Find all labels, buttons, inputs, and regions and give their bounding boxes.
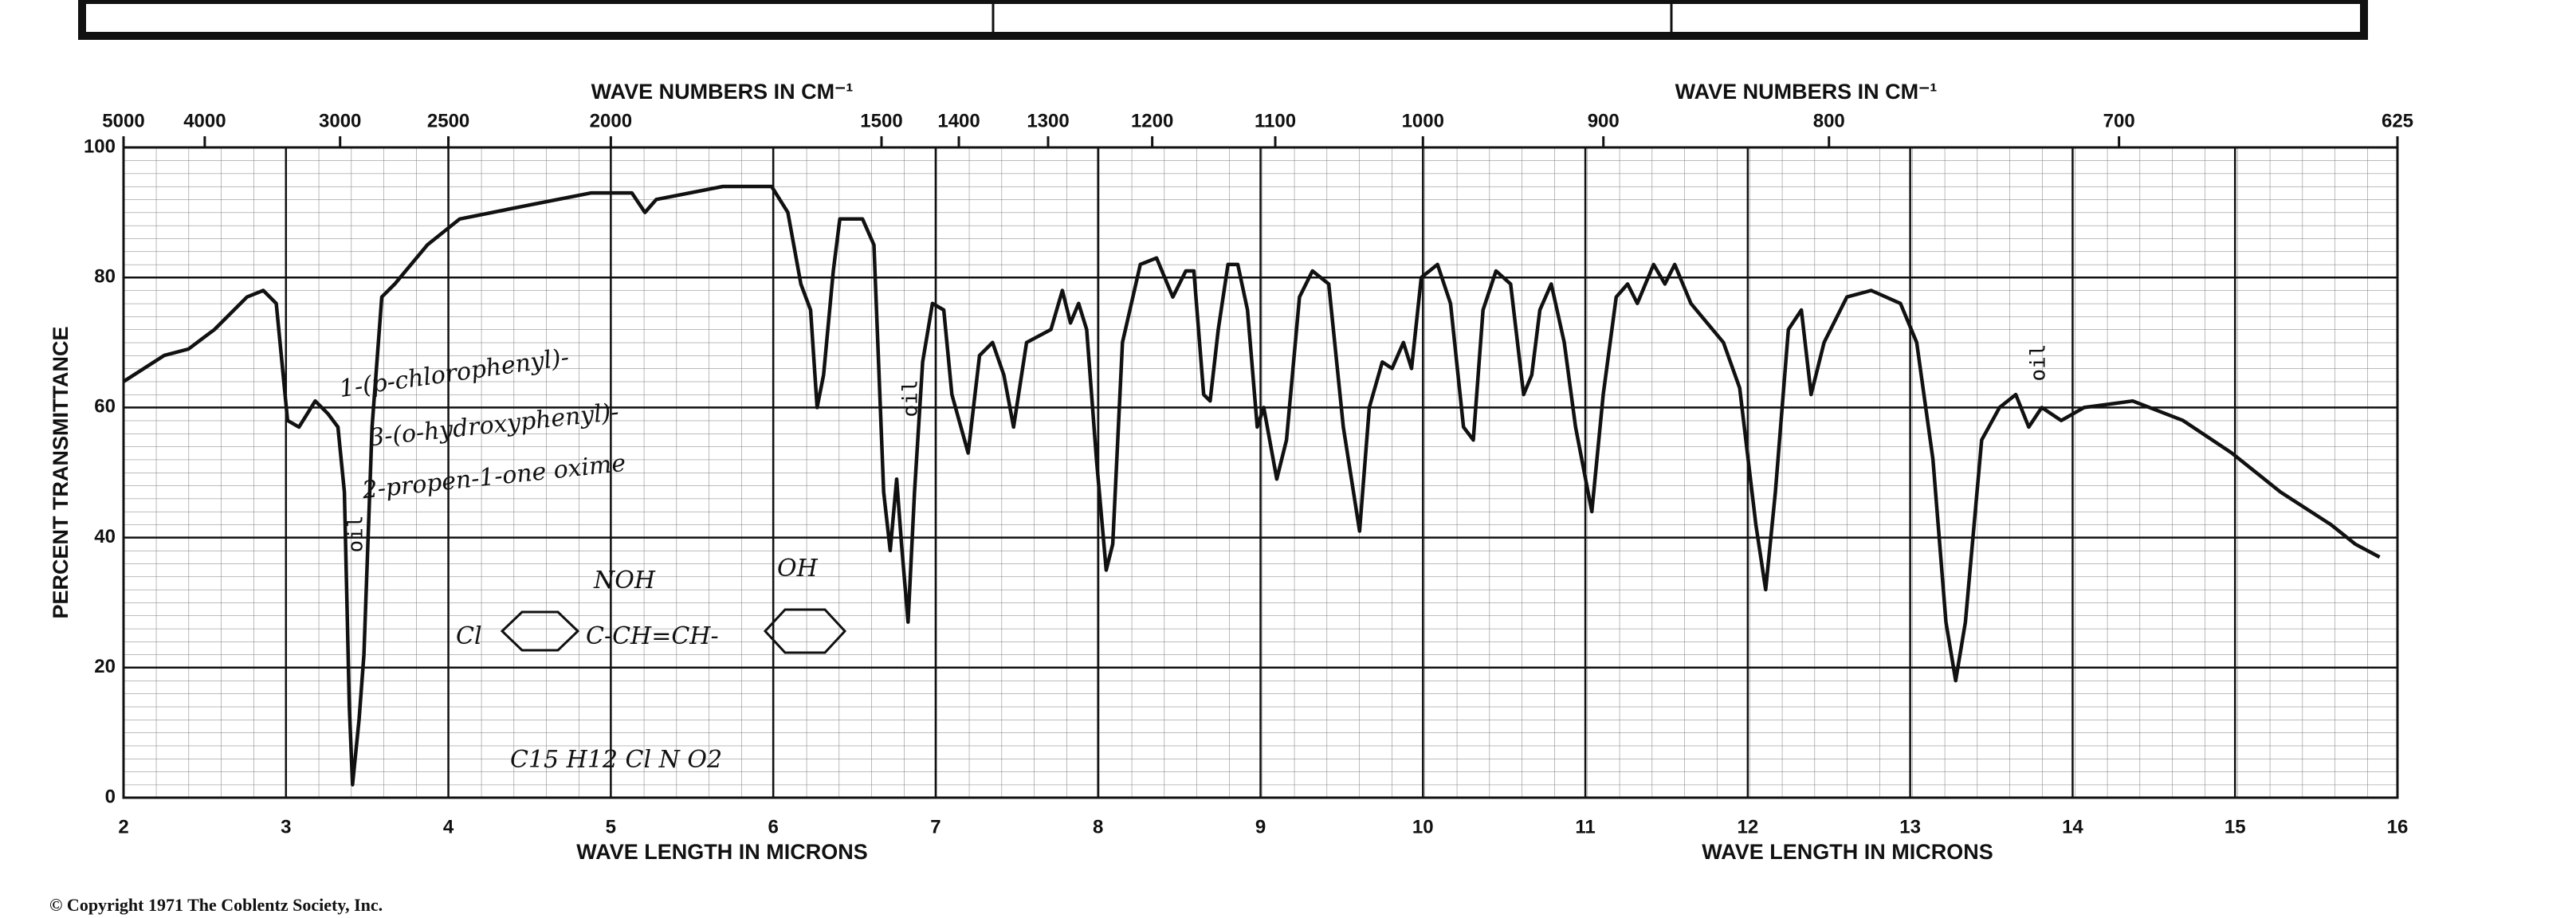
annotation: Cl bbox=[456, 622, 482, 650]
x2-tick-label: 5000 bbox=[102, 110, 144, 131]
x2-tick-label: 700 bbox=[2103, 110, 2135, 131]
y-tick-label: 20 bbox=[94, 656, 116, 677]
annotation: oil bbox=[899, 380, 923, 418]
x-tick-label: 8 bbox=[1093, 816, 1103, 838]
x2-tick-label: 900 bbox=[1588, 110, 1620, 131]
x2-tick-label: 2500 bbox=[427, 110, 469, 131]
x2-tick-label: 1100 bbox=[1255, 110, 1296, 131]
x-tick-label: 7 bbox=[930, 816, 940, 838]
x2-tick-label: 1000 bbox=[1402, 110, 1444, 131]
annotation: NOH bbox=[593, 567, 656, 594]
x-axis-label: WAVE LENGTH IN MICRONS bbox=[576, 840, 868, 864]
x2-tick-label: 2000 bbox=[590, 110, 632, 131]
x-tick-label: 10 bbox=[1412, 816, 1434, 838]
x2-tick-label: 625 bbox=[2382, 110, 2413, 131]
page-frame bbox=[78, 0, 2368, 40]
x2-tick-label: 800 bbox=[1813, 110, 1845, 131]
x-tick-label: 6 bbox=[768, 816, 778, 838]
x2-tick-label: 4000 bbox=[183, 110, 226, 131]
annotation: OH bbox=[777, 555, 819, 583]
structure-rings bbox=[500, 608, 847, 654]
x-axis-label: WAVE LENGTH IN MICRONS bbox=[1702, 840, 1993, 864]
x-tick-label: 2 bbox=[118, 816, 128, 838]
x2-axis-label: WAVE NUMBERS IN CM⁻¹ bbox=[591, 80, 854, 104]
y-tick-label: 60 bbox=[94, 396, 116, 418]
x2-tick-label: 3000 bbox=[319, 110, 361, 131]
x-tick-label: 3 bbox=[281, 816, 291, 838]
y-tick-label: 100 bbox=[84, 135, 116, 157]
x-tick-label: 4 bbox=[443, 816, 454, 838]
x-tick-label: 12 bbox=[1738, 816, 1759, 838]
x-tick-label: 9 bbox=[1255, 816, 1266, 838]
annotation: oil bbox=[344, 516, 368, 553]
annotation: oil bbox=[2027, 344, 2051, 382]
y-tick-label: 40 bbox=[94, 526, 116, 547]
spectrum-line bbox=[122, 184, 2381, 787]
x2-axis-label: WAVE NUMBERS IN CM⁻¹ bbox=[1675, 80, 1938, 104]
y-axis-label: PERCENT TRANSMITTANCE bbox=[49, 327, 73, 619]
x2-tick-label: 1200 bbox=[1131, 110, 1173, 131]
y-tick-label: 80 bbox=[94, 266, 116, 288]
x2-tick-label: 1300 bbox=[1027, 110, 1069, 131]
x-tick-label: 14 bbox=[2062, 816, 2083, 838]
x-tick-label: 15 bbox=[2225, 816, 2246, 838]
x-tick-label: 5 bbox=[606, 816, 616, 838]
y-tick-label: 0 bbox=[105, 786, 116, 807]
x2-tick-label: 1500 bbox=[860, 110, 902, 131]
annotation: C15 H12 Cl N O2 bbox=[510, 746, 722, 774]
x-tick-label: 11 bbox=[1575, 816, 1595, 838]
x-tick-label: 16 bbox=[2387, 816, 2409, 838]
x-tick-label: 13 bbox=[1899, 816, 1921, 838]
x2-tick-label: 1400 bbox=[937, 110, 980, 131]
annotation: C-CH=CH- bbox=[586, 622, 719, 650]
footer: © Copyright 1971 The Coblentz Society, I… bbox=[49, 895, 383, 915]
